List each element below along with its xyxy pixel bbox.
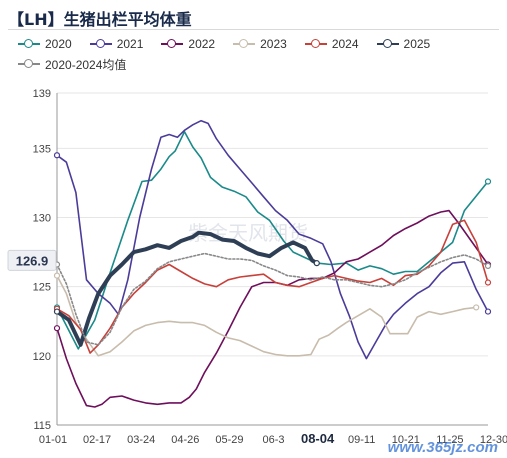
x-tick-label: 11-25 (436, 434, 463, 446)
y-tick-label: 125 (33, 282, 51, 294)
x-tick-label: 08-04 (301, 431, 335, 446)
y-tick-label: 139 (33, 88, 51, 100)
y-tick-label: 135 (33, 143, 51, 155)
x-tick-label: 01-01 (39, 434, 67, 446)
site-watermark: www.365jz.com (388, 439, 498, 456)
x-tick-label: 09-11 (348, 434, 375, 446)
series-point-2020 (484, 178, 492, 185)
x-tick-label: 02-17 (83, 434, 111, 446)
y-tick-label: 115 (33, 420, 51, 432)
series-point-2025 (53, 308, 61, 315)
legend-swatch-icon (161, 39, 184, 49)
series-point-2021 (484, 308, 492, 315)
legend-item-2020[interactable]: 2020 (18, 34, 72, 54)
legend-label: 2021 (116, 37, 144, 51)
legend-label: 2022 (188, 37, 216, 51)
series-line-2021 (56, 119, 489, 360)
x-tick-label: 10-21 (392, 434, 420, 446)
series-line-2020-2024均值 (56, 252, 489, 346)
legend-item-2022[interactable]: 2022 (161, 34, 215, 54)
series-line-2022 (56, 209, 489, 408)
legend-label: 2024 (331, 37, 359, 51)
series-line-2025 (55, 230, 319, 347)
series-point-2023 (53, 272, 61, 279)
current-value-box (7, 249, 57, 271)
x-tick-label: 05-29 (215, 434, 243, 446)
legend-item-2021[interactable]: 2021 (89, 34, 144, 54)
legend-swatch-icon (304, 39, 327, 49)
legend-label: 2023 (260, 37, 287, 51)
y-tick-label: 130 (33, 213, 51, 225)
series-line-2023 (56, 274, 477, 357)
legend-item-2025[interactable]: 2025 (376, 34, 431, 54)
x-tick-label: 04-26 (171, 434, 199, 446)
legend-swatch-icon (18, 39, 40, 49)
legend: 2020 2021 2022 2023 2024 2025 2020-2024均值 (18, 34, 488, 74)
legend-item-2024[interactable]: 2024 (304, 34, 359, 54)
series-line-2020 (56, 130, 489, 350)
x-tick-label: 06-3 (262, 434, 284, 446)
series-point-2024 (484, 279, 492, 286)
legend-swatch-icon (18, 59, 40, 69)
series-point-2021 (53, 152, 61, 159)
series-point-2020-2024均值 (484, 262, 492, 270)
legend-item-2020-2024均值[interactable]: 2020-2024均值 (18, 54, 126, 74)
legend-label: 2025 (403, 37, 431, 51)
y-tick-label: 120 (33, 351, 51, 363)
current-value-label: 126.9 (16, 253, 49, 268)
legend-label: 2020-2024均值 (45, 57, 127, 72)
series-point-2023 (473, 304, 480, 311)
series-point-2022 (53, 325, 61, 332)
legend-swatch-icon (233, 39, 256, 49)
x-tick-label: 03-24 (127, 434, 155, 446)
legend-swatch-icon (376, 39, 399, 49)
title-divider (8, 29, 499, 30)
legend-swatch-icon (89, 39, 112, 49)
chart-title: 【LH】生猪出栏平均体重 (8, 10, 192, 29)
series-point-2025 (313, 260, 320, 267)
x-tick-label: 12-30 (480, 434, 507, 446)
legend-label: 2020 (45, 37, 72, 51)
legend-item-2023[interactable]: 2023 (233, 34, 287, 54)
